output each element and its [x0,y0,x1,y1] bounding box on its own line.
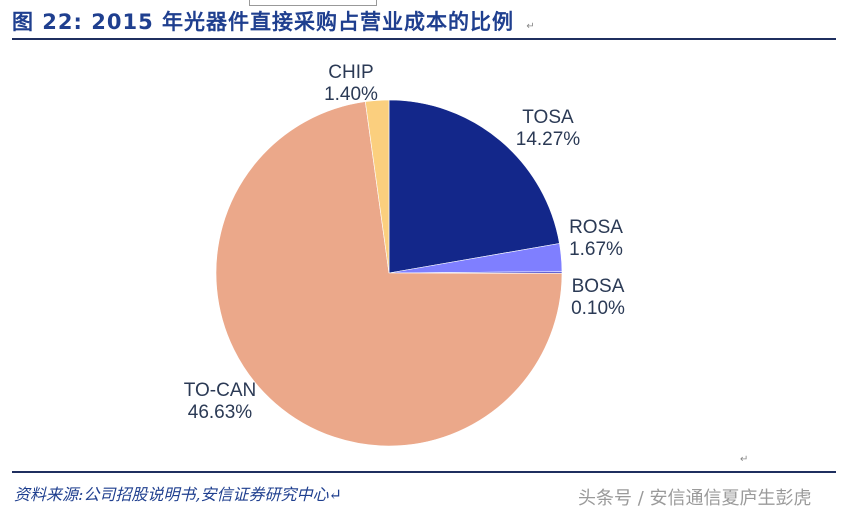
label-to-can: TO-CAN 46.63% [178,380,262,424]
figure-title: 图 22: 2015 年光器件直接采购占营业成本的比例 ↵ [12,6,536,36]
label-to-can-name: TO-CAN [183,380,257,401]
label-chip: CHIP 1.40% [320,62,382,106]
pie-slice-tosa [388,99,560,274]
label-bosa-value: 0.10% [571,298,625,319]
label-bosa: BOSA 0.10% [565,276,631,320]
label-bosa-name: BOSA [571,276,625,297]
label-chip-value: 1.40% [324,84,378,105]
footer-divider [12,471,836,473]
label-chip-name: CHIP [328,62,374,83]
label-tosa: TOSA 14.27% [510,107,586,151]
label-to-can-value: 46.63% [187,402,253,423]
pie-slice-chip [364,99,390,274]
pie-slice-to-can [215,101,563,447]
label-rosa: ROSA 1.67% [563,217,629,261]
label-tosa-value: 14.27% [515,129,581,150]
source-note: 资料来源:公司招股说明书,安信证券研究中心↵ [14,485,342,504]
tooltip-fragment [249,0,377,6]
label-tosa-name: TOSA [522,107,574,128]
label-rosa-name: ROSA [569,217,623,238]
watermark: 头条号 / 安信通信夏庐生彭虎 [578,488,812,509]
paragraph-mark-icon: ↵ [526,21,536,32]
figure-title-text: 2015 年光器件直接采购占营业成本的比例 [91,10,515,34]
title-divider [12,38,836,40]
label-rosa-value: 1.67% [569,239,623,260]
return-mark-icon: ↵ [740,454,749,465]
figure-label: 图 22: [12,10,83,34]
